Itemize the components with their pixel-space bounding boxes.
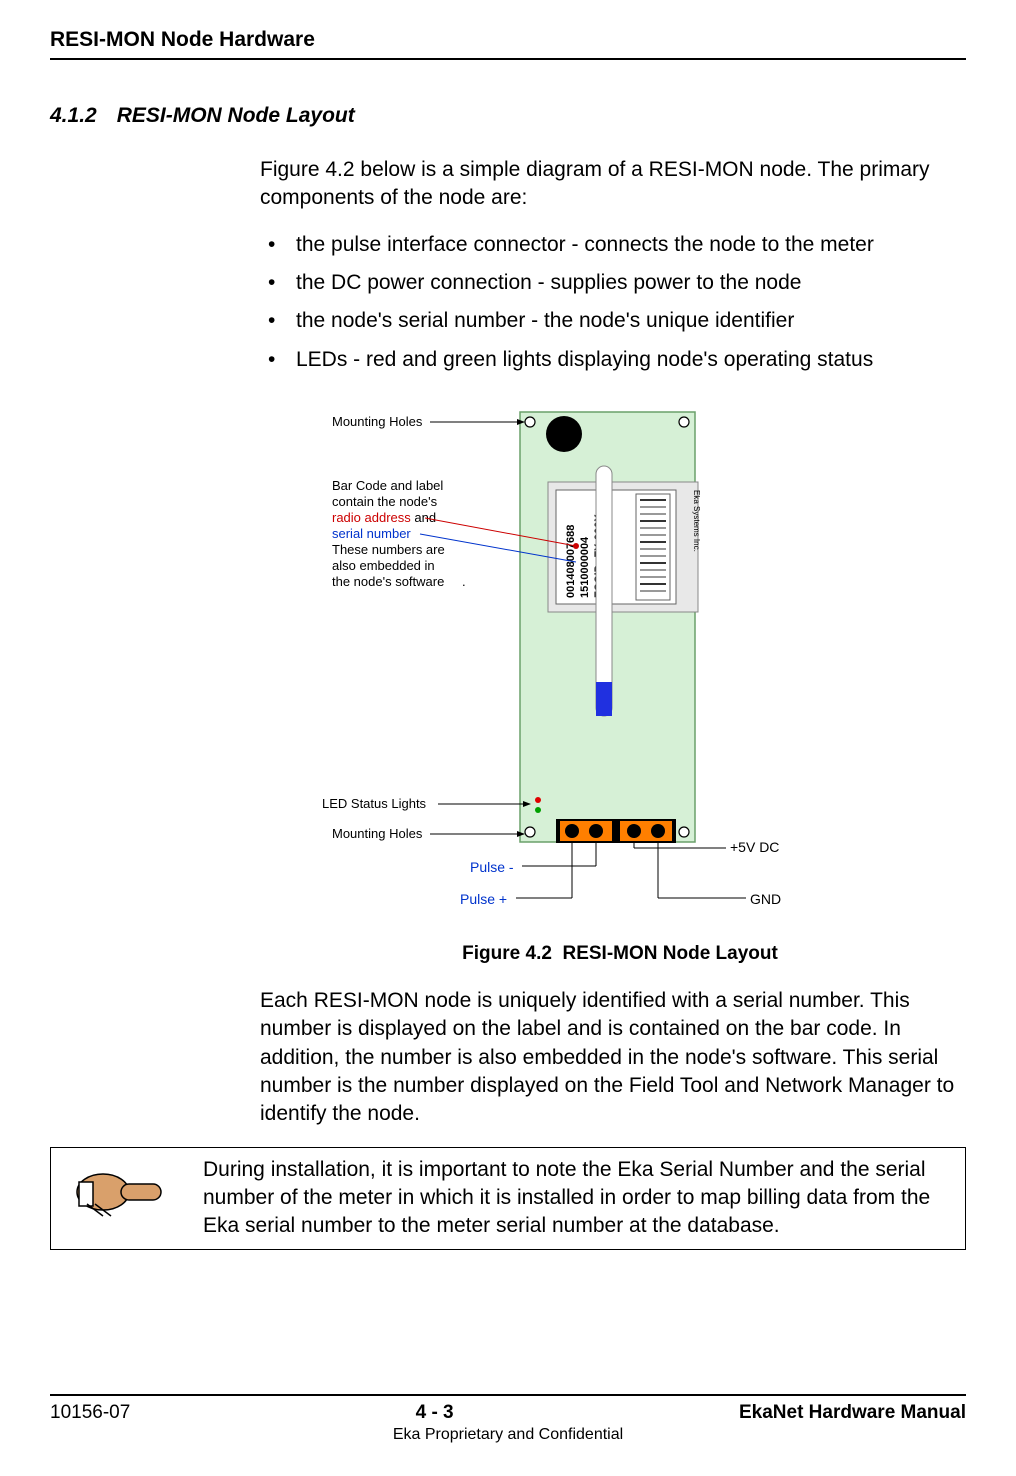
page-header-title: RESI-MON Node Hardware [50, 28, 966, 52]
bullet-item: LEDs - red and green lights displaying n… [260, 346, 966, 374]
svg-text:Eka Systems Inc.: Eka Systems Inc. [692, 490, 701, 552]
footer-confidential: Eka Proprietary and Confidential [50, 1426, 966, 1444]
bullet-item: the node's serial number - the node's un… [260, 307, 966, 335]
svg-text:+5V DC: +5V DC [730, 839, 779, 855]
section-heading: 4.1.2 RESI-MON Node Layout [50, 104, 966, 128]
svg-text:Bar Code and label: Bar Code and label [332, 478, 443, 493]
component-bullet-list: the pulse interface connector - connects… [260, 231, 966, 374]
installation-note-box: During installation, it is important to … [50, 1147, 966, 1250]
serial-number-paragraph: Each RESI-MON node is uniquely identifie… [260, 987, 966, 1129]
figure-caption-title: RESI-MON Node Layout [562, 943, 777, 964]
svg-text:Mounting Holes: Mounting Holes [332, 826, 423, 841]
svg-text:.: . [462, 574, 466, 589]
figure-caption: Figure 4.2 RESI-MON Node Layout [260, 943, 980, 965]
header-rule [50, 58, 966, 60]
pointing-hand-icon [63, 1156, 203, 1228]
intro-paragraph: Figure 4.2 below is a simple diagram of … [260, 156, 966, 213]
svg-text:Pulse -: Pulse - [470, 859, 514, 875]
footer-page-number: 4 - 3 [130, 1402, 739, 1424]
footer-manual-title: EkaNet Hardware Manual [739, 1402, 966, 1424]
bullet-item: the DC power connection - supplies power… [260, 269, 966, 297]
section-title: RESI-MON Node Layout [117, 104, 355, 127]
figure-caption-number: Figure 4.2 [462, 943, 552, 964]
svg-text:GND: GND [750, 891, 781, 907]
svg-text:Pulse +: Pulse + [460, 891, 507, 907]
figure-node-layout: 0014080076881510000004FCCID: FX-900XEka … [260, 404, 980, 965]
svg-text:contain the node's: contain the node's [332, 494, 438, 509]
svg-text:serial number: serial number [332, 526, 411, 541]
svg-text:also embedded in: also embedded in [332, 558, 435, 573]
svg-text:radio address and: radio address and [332, 510, 436, 525]
svg-text:LED Status Lights: LED Status Lights [322, 796, 427, 811]
installation-note-text: During installation, it is important to … [203, 1156, 953, 1241]
footer-doc-number: 10156-07 [50, 1402, 130, 1424]
svg-text:These numbers are: These numbers are [332, 542, 445, 557]
bullet-item: the pulse interface connector - connects… [260, 231, 966, 259]
svg-text:1510000004: 1510000004 [579, 536, 591, 598]
svg-text:Mounting Holes: Mounting Holes [332, 414, 423, 429]
svg-text:the node's software: the node's software [332, 574, 444, 589]
node-layout-diagram: 0014080076881510000004FCCID: FX-900XEka … [260, 404, 880, 924]
page-footer: 10156-07 4 - 3 EkaNet Hardware Manual Ek… [50, 1394, 966, 1444]
section-number: 4.1.2 [50, 104, 97, 128]
